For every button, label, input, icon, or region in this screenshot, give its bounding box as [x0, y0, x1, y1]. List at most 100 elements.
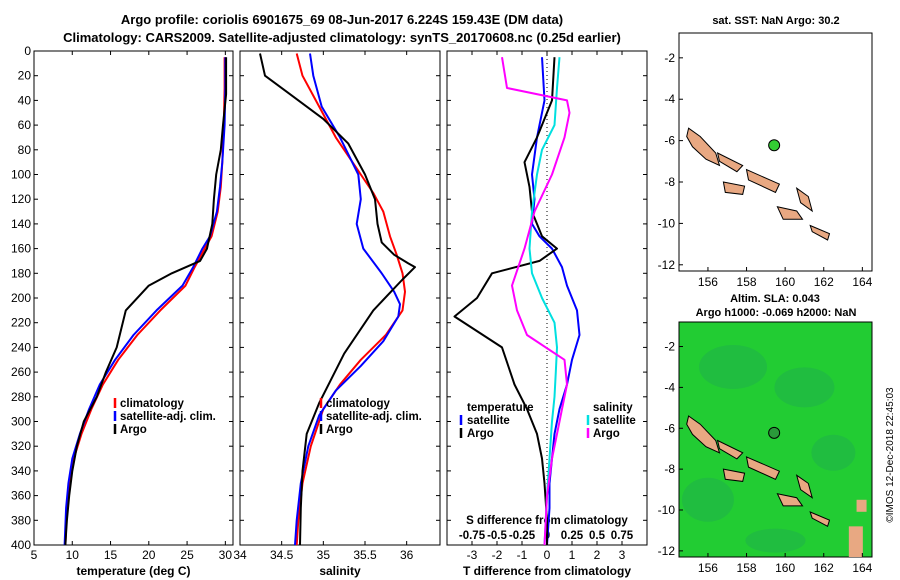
x-tick-label: 35 [317, 548, 331, 562]
figure-title-line1: Argo profile: coriolis 6901675_69 08-Jun… [121, 12, 563, 27]
depth-tick-label: 260 [11, 365, 31, 379]
depth-tick-label: 360 [11, 489, 31, 503]
figure-title-line2: Climatology: CARS2009. Satellite-adjuste… [63, 30, 621, 45]
x-tick-label: -3 [467, 548, 478, 562]
lon-tick-label: 160 [775, 275, 795, 289]
island-choiseul [716, 439, 744, 460]
depth-tick-label: 40 [18, 93, 32, 107]
legend-label: Argo [593, 428, 620, 440]
x-tick-label: 1 [569, 548, 576, 562]
lat-tick-label: -6 [664, 421, 675, 435]
sla-anomaly-patch [745, 528, 806, 553]
series-line-climatology [295, 53, 406, 546]
lon-tick-label: 160 [775, 561, 795, 575]
legend-label: Argo [467, 428, 494, 440]
island-malaita [795, 186, 814, 213]
depth-tick-label: 180 [11, 266, 31, 280]
lat-tick-label: -10 [658, 503, 676, 517]
difference-panel: -3 -2 -1 0 1 2 3T difference from climatologyS… [446, 50, 648, 578]
depth-tick-label: 280 [11, 390, 31, 404]
depth-tick-label: 200 [11, 291, 31, 305]
legend-label: climatology [120, 398, 185, 410]
lon-tick-label: 162 [814, 561, 834, 575]
legend-label: Argo [326, 424, 353, 436]
series-line-satellite-adj-clim- [63, 57, 227, 546]
island-santa-isabel [745, 168, 781, 194]
depth-tick-label: 60 [18, 118, 32, 132]
x-tick-label: -1 [517, 548, 528, 562]
x-tick-label: 25 [180, 548, 194, 562]
salinity-panel: 34 34.5 35 35.5 36 salinity climatologysatelli… [233, 50, 441, 578]
sst-map: 156 158 160 162 164 -2 -4 -6 -8 -10 -12 [658, 32, 873, 289]
depth-tick-label: 120 [11, 192, 31, 206]
lat-tick-label: -8 [664, 462, 675, 476]
legend-label: salinity [593, 402, 633, 414]
lon-tick-label: 156 [698, 275, 718, 289]
s-tick-label: -0.25 [509, 530, 536, 542]
plot-frame [239, 50, 441, 546]
island-makira [809, 511, 831, 528]
lat-tick-label: -12 [658, 544, 676, 558]
x-tick-label: 34.5 [270, 548, 294, 562]
series-line-temperature-argo [453, 57, 558, 545]
x-tick-label: 34 [233, 548, 247, 562]
island-new-georgia [722, 468, 746, 482]
lon-tick-label: 162 [814, 275, 834, 289]
x-tick-label: 35.5 [353, 548, 377, 562]
island-makira [809, 224, 831, 241]
sst-map-title: sat. SST: NaN Argo: 30.2 [712, 15, 839, 27]
island-bougainville [686, 415, 721, 454]
lon-tick-label: 156 [698, 561, 718, 575]
x-tick-label: 2 [594, 548, 601, 562]
lat-tick-label: -12 [658, 258, 676, 272]
lon-tick-label: 158 [737, 275, 757, 289]
legend-label: satellite [467, 415, 510, 427]
lat-tick-label: -2 [664, 340, 675, 354]
sla-map-title-line2: Argo h1000: -0.069 h2000: NaN [696, 307, 857, 319]
x-tick-label: 0 [544, 548, 551, 562]
x-tick-label: 15 [104, 548, 118, 562]
x-tick-label: 5 [31, 548, 38, 562]
argo-float-marker [768, 426, 781, 439]
depth-tick-label: 320 [11, 439, 31, 453]
land-patch [856, 499, 867, 512]
depth-tick-label: 340 [11, 464, 31, 478]
island-bougainville [686, 127, 721, 167]
series-line-salinity-satellite [528, 57, 561, 546]
argo-float-marker [768, 139, 781, 152]
legend-label: satellite-adj. clim. [326, 411, 422, 423]
x-axis-label: temperature (deg C) [76, 564, 190, 578]
series-line-salinity-argo [501, 57, 571, 546]
lat-tick-label: -4 [664, 92, 675, 106]
depth-tick-label: 0 [24, 44, 31, 58]
x-tick-label: 10 [66, 548, 80, 562]
s-tick-label: 0.5 [589, 530, 606, 542]
lat-tick-label: -4 [664, 380, 675, 394]
lat-tick-label: -6 [664, 134, 675, 148]
x-tick-label: -2 [492, 548, 503, 562]
depth-tick-label: 140 [11, 217, 31, 231]
sla-map-title-line1: Altim. SLA: 0.043 [730, 293, 820, 305]
legend-label: Argo [120, 424, 147, 436]
s-tick-label: 0.25 [561, 530, 584, 542]
depth-tick-label: 160 [11, 242, 31, 256]
legend-label: satellite [593, 415, 636, 427]
island-guadalcanal [776, 493, 804, 507]
imos-watermark: ©IMOS 12-Dec-2018 22:45:03 [885, 387, 896, 523]
x-tick-label: 20 [142, 548, 156, 562]
legend-label: satellite-adj. clim. [120, 411, 216, 423]
lat-tick-label: -8 [664, 175, 675, 189]
island-malaita [795, 474, 814, 499]
series-line-argo [259, 53, 416, 546]
temperature-panel: 0 20 40 60 80 100 120 140 160 180 200 220 240 260 280 3… [11, 44, 234, 578]
depth-tick-label: 240 [11, 340, 31, 354]
x-axis-label: salinity [319, 564, 361, 578]
depth-tick-label: 220 [11, 316, 31, 330]
lon-tick-label: 164 [852, 561, 872, 575]
s-tick-label: -0.75 [459, 530, 486, 542]
depth-tick-label: 100 [11, 168, 31, 182]
s-tick-label: 0.75 [611, 530, 634, 542]
depth-tick-label: 20 [18, 69, 32, 83]
legend-label: temperature [467, 402, 533, 414]
